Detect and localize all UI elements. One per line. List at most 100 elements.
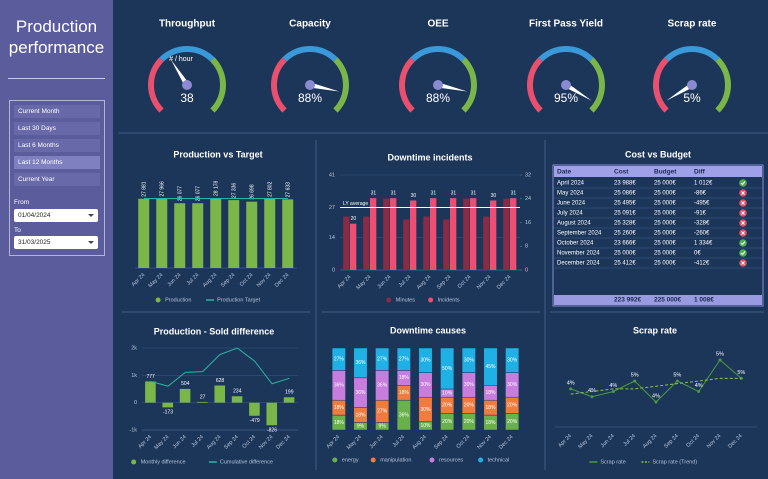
data-label: 50% xyxy=(442,366,453,372)
gauge-hub xyxy=(433,80,443,90)
chart-title: Production - Sold difference xyxy=(154,326,275,336)
gauge-arc xyxy=(159,46,215,62)
x-tick-label: Sep 24 xyxy=(433,434,450,451)
table-total-row xyxy=(554,295,762,305)
x-tick-label: Aug 24 xyxy=(642,433,659,450)
x-tick-label: May 24 xyxy=(147,272,164,289)
x-tick-label: Jul 24 xyxy=(622,433,637,448)
legend-swatch xyxy=(428,297,434,303)
filter-button[interactable]: Last 30 Days xyxy=(14,122,100,135)
table-cell: September 2024 xyxy=(557,231,602,237)
legend-swatch xyxy=(332,457,338,463)
gauge-value: 88% xyxy=(298,91,322,105)
gauge-arc xyxy=(271,57,287,113)
to-date[interactable]: 31/03/2025 xyxy=(14,236,98,249)
data-label: 4% xyxy=(652,393,660,399)
bar xyxy=(423,216,430,270)
bar xyxy=(192,203,204,268)
gauge-arc xyxy=(148,57,164,113)
table-cell: -260€ xyxy=(694,231,710,237)
legend-label: Cumulative difference xyxy=(220,459,273,465)
x-tick-label: Jun 24 xyxy=(600,433,616,449)
legend-label: Production xyxy=(165,297,191,303)
from-date[interactable]: 01/04/2024 xyxy=(14,209,98,222)
column-header: Cost xyxy=(614,169,629,176)
x-tick-label: Nov 24 xyxy=(256,272,273,289)
table-cell: 25 091€ xyxy=(614,211,636,217)
bar xyxy=(162,402,174,408)
bar xyxy=(282,199,294,268)
legend-label: Scrap rate xyxy=(600,459,625,465)
legend-label: Monthly difference xyxy=(141,459,186,465)
table-cell: 0€ xyxy=(694,251,701,257)
data-label: 18% xyxy=(399,390,410,396)
table-cell: 25 260€ xyxy=(614,231,636,237)
table-cell: 25 000€ xyxy=(654,261,676,267)
y2-tick-label: 24 xyxy=(525,196,531,202)
legend-label: manipulation xyxy=(380,457,411,463)
x-tick-label: Nov 24 xyxy=(476,274,493,291)
gauge-needle xyxy=(666,82,694,101)
legend-label: energy xyxy=(342,457,359,463)
legend-swatch xyxy=(155,297,161,303)
data-label: 20% xyxy=(442,403,453,409)
point xyxy=(697,390,701,393)
x-tick-label: Apr 24 xyxy=(326,434,342,450)
x-tick-label: Oct 24 xyxy=(457,274,473,290)
filter-button[interactable]: Current Year xyxy=(14,173,100,186)
filter-button[interactable]: Last 12 Months xyxy=(14,156,100,169)
table-cell: 25 000€ xyxy=(614,251,636,257)
gauge-hub xyxy=(561,80,571,90)
gauge-arc xyxy=(589,57,605,113)
chart-title: Production vs Target xyxy=(173,149,262,159)
table-cell: 25 000€ xyxy=(654,181,676,187)
data-label: 31 xyxy=(471,190,477,196)
filter-box: Current Month Last 30 Days Last 6 Months… xyxy=(9,100,105,256)
data-label: 9% xyxy=(357,424,365,430)
sidebar: Production performance Current Month Las… xyxy=(0,0,113,479)
chart-title: Downtime causes xyxy=(390,325,466,335)
filter-button[interactable]: Current Month xyxy=(14,105,100,118)
x-tick-label: May 24 xyxy=(346,434,363,451)
y-tick-label: 2k xyxy=(131,345,137,351)
table-header xyxy=(554,166,762,177)
filter-button[interactable]: Last 6 Months xyxy=(14,139,100,152)
bar xyxy=(343,216,350,270)
data-label: 30% xyxy=(507,358,518,364)
bar-segment xyxy=(396,347,411,371)
gauge-arc xyxy=(410,46,466,62)
table-cell: 25 086€ xyxy=(614,191,636,197)
x-tick-label: Apr 24 xyxy=(337,274,353,290)
x-tick-label: Oct 24 xyxy=(685,433,701,449)
x-tick-label: Jun 24 xyxy=(172,434,188,450)
table-cell: June 2024 xyxy=(557,201,586,207)
bar xyxy=(249,402,260,416)
y-tick-label: 0 xyxy=(134,400,137,406)
table-cell: -91€ xyxy=(694,211,707,217)
bar xyxy=(463,198,470,270)
bar xyxy=(283,397,295,403)
table-cell: 25 412€ xyxy=(614,261,636,267)
data-label: 27% xyxy=(399,357,410,363)
data-label: 27% xyxy=(377,409,388,415)
table-cell: 25 000€ xyxy=(654,201,676,207)
data-label: -173 xyxy=(163,410,173,416)
data-label: 30% xyxy=(464,358,475,364)
bar xyxy=(370,198,377,270)
bar xyxy=(214,385,226,403)
bar xyxy=(503,198,510,270)
bar xyxy=(179,388,191,403)
y2-tick-label: 8 xyxy=(525,244,528,250)
total-cell: 225 000€ xyxy=(654,297,681,304)
table-cell: November 2024 xyxy=(557,251,600,257)
bar xyxy=(266,402,278,426)
column-header: Budget xyxy=(654,169,677,176)
status-glyph xyxy=(740,251,746,256)
table-cell: May 2024 xyxy=(557,191,584,197)
gauge-value: 38 xyxy=(180,91,194,105)
data-label: 30 xyxy=(491,193,497,199)
data-label: 36% xyxy=(334,383,345,389)
legend-label: resources xyxy=(439,457,463,463)
